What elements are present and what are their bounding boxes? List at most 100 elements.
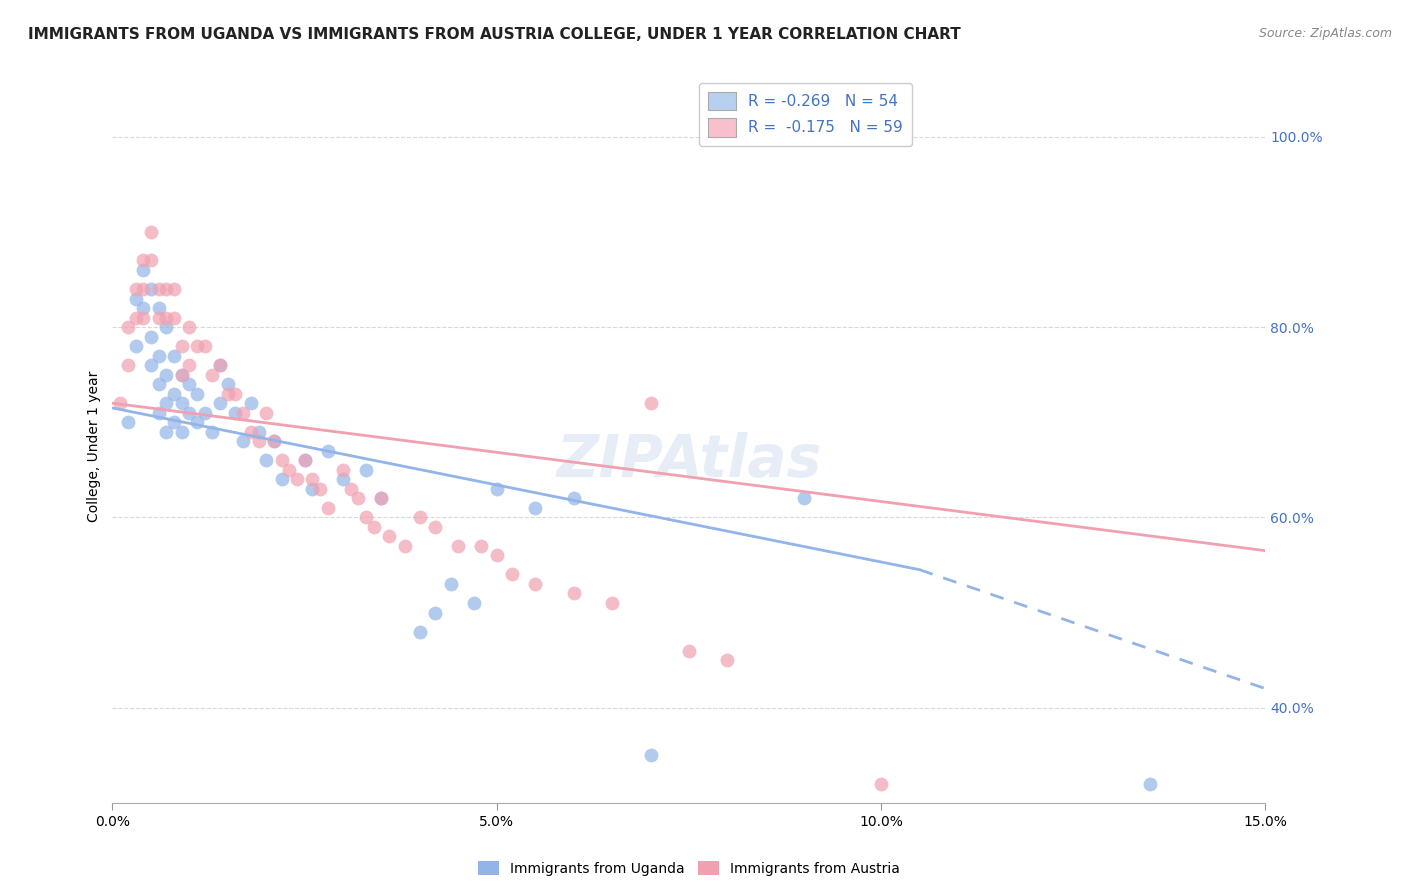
- Point: [179, 377, 201, 392]
- Point: [1139, 777, 1161, 791]
- Text: IMMIGRANTS FROM UGANDA VS IMMIGRANTS FROM AUSTRIA COLLEGE, UNDER 1 YEAR CORRELAT: IMMIGRANTS FROM UGANDA VS IMMIGRANTS FRO…: [28, 27, 960, 42]
- Point: [148, 301, 170, 315]
- Point: [285, 472, 308, 486]
- Point: [501, 567, 523, 582]
- Point: [186, 339, 208, 353]
- Point: [179, 406, 201, 420]
- Point: [370, 491, 392, 506]
- Point: [354, 463, 377, 477]
- Point: [562, 491, 585, 506]
- Point: [870, 777, 893, 791]
- Point: [170, 396, 193, 410]
- Point: [170, 368, 193, 382]
- Point: [155, 425, 177, 439]
- Point: [132, 310, 155, 325]
- Point: [163, 415, 186, 429]
- Point: [440, 577, 463, 591]
- Point: [186, 415, 208, 429]
- Point: [239, 425, 262, 439]
- Point: [148, 282, 170, 296]
- Point: [640, 396, 662, 410]
- Point: [139, 358, 162, 372]
- Point: [124, 339, 146, 353]
- Point: [179, 320, 201, 334]
- Point: [301, 472, 323, 486]
- Point: [247, 434, 270, 449]
- Point: [339, 482, 361, 496]
- Point: [254, 406, 277, 420]
- Point: [254, 453, 277, 467]
- Point: [170, 339, 193, 353]
- Point: [447, 539, 470, 553]
- Point: [332, 463, 354, 477]
- Point: [148, 310, 170, 325]
- Point: [124, 292, 146, 306]
- Point: [155, 320, 177, 334]
- Point: [132, 253, 155, 268]
- Point: [562, 586, 585, 600]
- Text: ZIPAtlas: ZIPAtlas: [557, 432, 821, 489]
- Point: [155, 368, 177, 382]
- Point: [148, 349, 170, 363]
- Text: Source: ZipAtlas.com: Source: ZipAtlas.com: [1258, 27, 1392, 40]
- Point: [194, 339, 217, 353]
- Point: [132, 263, 155, 277]
- Point: [270, 472, 292, 486]
- Point: [716, 653, 738, 667]
- Point: [163, 310, 186, 325]
- Point: [117, 320, 139, 334]
- Point: [155, 282, 177, 296]
- Point: [263, 434, 285, 449]
- Point: [301, 482, 323, 496]
- Point: [370, 491, 392, 506]
- Point: [217, 386, 239, 401]
- Point: [354, 510, 377, 524]
- Point: [132, 301, 155, 315]
- Point: [270, 453, 292, 467]
- Point: [201, 368, 224, 382]
- Point: [793, 491, 815, 506]
- Point: [247, 425, 270, 439]
- Point: [224, 386, 246, 401]
- Point: [209, 358, 232, 372]
- Point: [163, 349, 186, 363]
- Point: [239, 396, 262, 410]
- Point: [186, 386, 208, 401]
- Point: [139, 225, 162, 239]
- Point: [124, 310, 146, 325]
- Point: [332, 472, 354, 486]
- Point: [139, 329, 162, 343]
- Point: [678, 643, 700, 657]
- Point: [394, 539, 416, 553]
- Point: [139, 253, 162, 268]
- Point: [163, 386, 186, 401]
- Point: [117, 358, 139, 372]
- Point: [179, 358, 201, 372]
- Point: [139, 282, 162, 296]
- Point: [209, 358, 232, 372]
- Point: [363, 520, 385, 534]
- Point: [409, 510, 432, 524]
- Point: [316, 443, 339, 458]
- Point: [209, 396, 232, 410]
- Point: [201, 425, 224, 439]
- Point: [148, 377, 170, 392]
- Point: [132, 282, 155, 296]
- Point: [124, 282, 146, 296]
- Point: [524, 500, 547, 515]
- Point: [524, 577, 547, 591]
- Point: [117, 415, 139, 429]
- Point: [263, 434, 285, 449]
- Point: [155, 396, 177, 410]
- Point: [347, 491, 370, 506]
- Point: [294, 453, 316, 467]
- Point: [409, 624, 432, 639]
- Point: [470, 539, 492, 553]
- Point: [224, 406, 246, 420]
- Point: [640, 748, 662, 763]
- Y-axis label: College, Under 1 year: College, Under 1 year: [87, 370, 101, 522]
- Point: [278, 463, 301, 477]
- Point: [170, 425, 193, 439]
- Point: [316, 500, 339, 515]
- Point: [155, 310, 177, 325]
